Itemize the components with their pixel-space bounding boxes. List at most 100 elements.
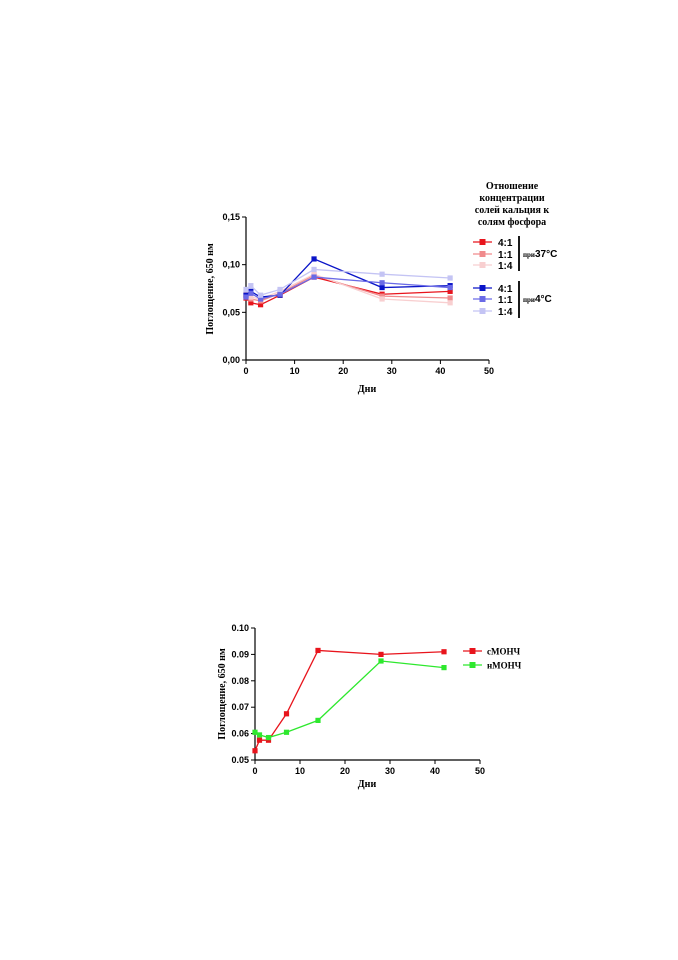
x-tick-label: 0 <box>243 366 248 376</box>
y-tick-label: 0.10 <box>231 623 249 633</box>
y-tick-label: 0.09 <box>231 649 249 659</box>
y-tick-label: 0,05 <box>222 307 240 317</box>
legend-label: 4:1 <box>498 284 513 295</box>
y-tick-label: 0.08 <box>231 676 249 686</box>
legend-label: нМОНЧ <box>487 661 522 671</box>
data-point <box>257 302 264 308</box>
data-point <box>379 271 385 277</box>
group-label-2: при4°C <box>523 294 552 305</box>
legend-label: 1:1 <box>498 250 513 261</box>
group-label-1: при37°C <box>523 249 557 260</box>
data-point <box>311 256 317 262</box>
legend-label: 1:4 <box>498 261 513 272</box>
x-tick-label: 30 <box>387 366 397 376</box>
legend-marker <box>479 296 486 302</box>
chart-2: Поглощение, 650 нм Дни 0.05 0.06 0.07 0.08 0… <box>217 623 522 790</box>
legend-marker <box>469 648 476 654</box>
x-tick-label: 50 <box>484 366 494 376</box>
x-tick-label: 50 <box>475 766 485 776</box>
chart-1-ylabel: Поглощение, 650 нм <box>205 243 216 335</box>
x-tick-label: 40 <box>430 766 440 776</box>
chart-1: Отношение концентрации солей кальция к с… <box>205 181 557 395</box>
data-point <box>243 286 249 293</box>
y-tick-label: 0.06 <box>231 729 249 739</box>
series-line-3 <box>245 273 451 304</box>
data-point <box>283 711 290 717</box>
series-line-1 <box>254 649 445 752</box>
data-point <box>378 658 384 664</box>
data-point <box>379 284 385 291</box>
data-point <box>315 647 321 654</box>
data-point <box>257 292 264 298</box>
data-point <box>447 288 453 294</box>
y-tick-label: 0,15 <box>222 212 240 222</box>
chart-2-xlabel: Дни <box>358 779 377 790</box>
y-tick-label: 0.07 <box>231 702 249 712</box>
data-point <box>265 737 272 743</box>
legend-label: сМОНЧ <box>487 647 520 657</box>
data-point <box>252 748 258 754</box>
data-point <box>311 266 317 273</box>
group-prefix: при <box>523 296 535 304</box>
group-temperature: 4°C <box>535 294 552 305</box>
legend-title-line-2: концентрации <box>479 193 544 204</box>
x-tick-label: 0 <box>252 766 257 776</box>
y-tick-label: 0,10 <box>222 260 240 270</box>
legend-title-line-4: солям фосфора <box>478 217 546 228</box>
data-point <box>248 283 254 289</box>
series-line-4 <box>245 258 451 298</box>
data-point <box>447 275 453 281</box>
legend-marker <box>479 308 486 314</box>
data-point <box>256 737 263 743</box>
group-temperature: 37°C <box>535 249 557 260</box>
y-tick-label: 0,00 <box>222 355 240 365</box>
x-tick-label: 20 <box>338 366 348 376</box>
series-line-5 <box>245 276 451 300</box>
x-tick-label: 20 <box>340 766 350 776</box>
data-point <box>441 649 447 655</box>
data-point <box>277 286 283 293</box>
group-prefix: при <box>523 251 535 259</box>
data-point <box>311 274 317 280</box>
data-point <box>248 300 254 306</box>
legend-marker <box>479 239 486 245</box>
data-point <box>283 729 290 735</box>
y-tick-label: 0.05 <box>231 755 249 765</box>
data-point <box>243 294 249 300</box>
data-point <box>379 293 385 299</box>
legend-label: 4:1 <box>498 238 513 249</box>
data-point <box>447 284 453 291</box>
chart-2-ylabel: Поглощение, 650 нм <box>217 648 228 740</box>
data-point <box>379 280 385 286</box>
legend-label: 1:1 <box>498 295 513 306</box>
data-point <box>248 294 254 300</box>
legend-marker <box>479 262 486 268</box>
legend-marker <box>479 251 486 257</box>
x-tick-label: 10 <box>290 366 300 376</box>
data-point <box>265 734 272 741</box>
series-line-2 <box>254 660 445 739</box>
legend-title-line-1: Отношение <box>486 181 539 192</box>
x-tick-label: 10 <box>295 766 305 776</box>
data-point <box>315 717 321 723</box>
data-point <box>277 291 283 297</box>
legend-marker <box>469 662 476 668</box>
chart-1-xlabel: Дни <box>358 384 377 395</box>
legend-label: 1:4 <box>498 307 513 318</box>
data-point <box>311 271 317 277</box>
data-point <box>378 651 384 657</box>
legend-marker <box>479 285 486 291</box>
x-tick-label: 30 <box>385 766 395 776</box>
data-point <box>248 290 254 296</box>
data-point <box>447 295 453 301</box>
data-point <box>256 732 263 738</box>
legend-title-line-3: солей кальция к <box>475 205 550 216</box>
data-point <box>447 300 453 306</box>
chart-1-legend-title: Отношение концентрации солей кальция к с… <box>475 181 550 228</box>
data-point <box>257 296 264 302</box>
x-tick-label: 40 <box>435 366 445 376</box>
data-point <box>441 665 447 671</box>
data-point <box>252 729 258 735</box>
data-point <box>379 296 385 302</box>
